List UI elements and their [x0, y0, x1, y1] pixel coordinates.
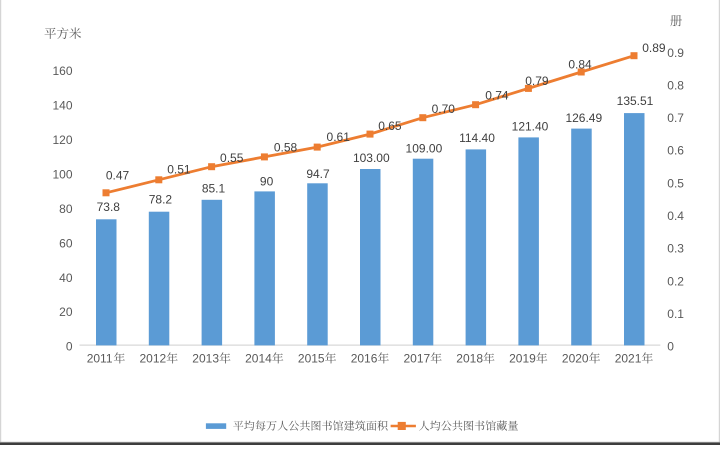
svg-text:126.49: 126.49	[565, 111, 602, 125]
svg-text:120: 120	[52, 133, 72, 147]
svg-text:0.61: 0.61	[327, 130, 351, 144]
svg-text:60: 60	[59, 236, 73, 250]
svg-text:0.8: 0.8	[667, 78, 684, 92]
svg-text:135.51: 135.51	[617, 94, 654, 108]
svg-text:2013: 2013	[192, 352, 219, 366]
svg-text:0.74: 0.74	[485, 88, 509, 102]
svg-text:0.47: 0.47	[106, 169, 130, 183]
svg-text:40: 40	[59, 271, 73, 285]
svg-text:78.2: 78.2	[149, 193, 173, 207]
svg-text:0.3: 0.3	[667, 242, 684, 256]
svg-text:0.7: 0.7	[667, 111, 684, 125]
svg-text:2017: 2017	[404, 352, 431, 366]
svg-text:109.00: 109.00	[406, 141, 443, 155]
svg-text:0.70: 0.70	[432, 102, 456, 116]
svg-text:0: 0	[66, 340, 73, 354]
svg-text:0.5: 0.5	[667, 176, 684, 190]
svg-text:0.65: 0.65	[378, 119, 402, 133]
svg-text:2021: 2021	[615, 352, 642, 366]
svg-text:85.1: 85.1	[202, 182, 226, 196]
svg-text:2014: 2014	[245, 352, 272, 366]
svg-text:2015: 2015	[298, 352, 325, 366]
svg-text:103.00: 103.00	[353, 151, 390, 165]
svg-text:0.89: 0.89	[642, 41, 666, 55]
svg-text:2016: 2016	[351, 352, 378, 366]
svg-text:100: 100	[52, 168, 72, 182]
svg-text:20: 20	[59, 305, 73, 319]
svg-text:2012: 2012	[140, 352, 167, 366]
svg-text:73.8: 73.8	[97, 200, 121, 214]
svg-text:0.1: 0.1	[667, 307, 684, 321]
svg-text:94.7: 94.7	[306, 167, 330, 181]
svg-text:0.79: 0.79	[525, 74, 549, 88]
svg-text:0.55: 0.55	[220, 151, 244, 165]
svg-text:140: 140	[52, 99, 72, 113]
svg-text:114.40: 114.40	[459, 131, 495, 145]
svg-text:80: 80	[59, 202, 73, 216]
svg-text:2018: 2018	[456, 352, 483, 366]
svg-text:2011: 2011	[87, 352, 113, 366]
svg-text:0.51: 0.51	[167, 162, 191, 176]
svg-text:2019: 2019	[509, 352, 536, 366]
svg-text:0.58: 0.58	[274, 141, 298, 155]
svg-text:0.9: 0.9	[667, 46, 684, 60]
svg-text:0: 0	[667, 340, 674, 354]
svg-text:0.4: 0.4	[667, 209, 684, 223]
svg-text:2020: 2020	[562, 352, 589, 366]
svg-text:90: 90	[260, 174, 274, 188]
svg-text:160: 160	[52, 64, 72, 78]
svg-text:121.40: 121.40	[512, 120, 549, 134]
svg-text:0.6: 0.6	[667, 144, 684, 158]
svg-text:0.2: 0.2	[667, 274, 684, 288]
svg-text:0.84: 0.84	[568, 58, 592, 72]
